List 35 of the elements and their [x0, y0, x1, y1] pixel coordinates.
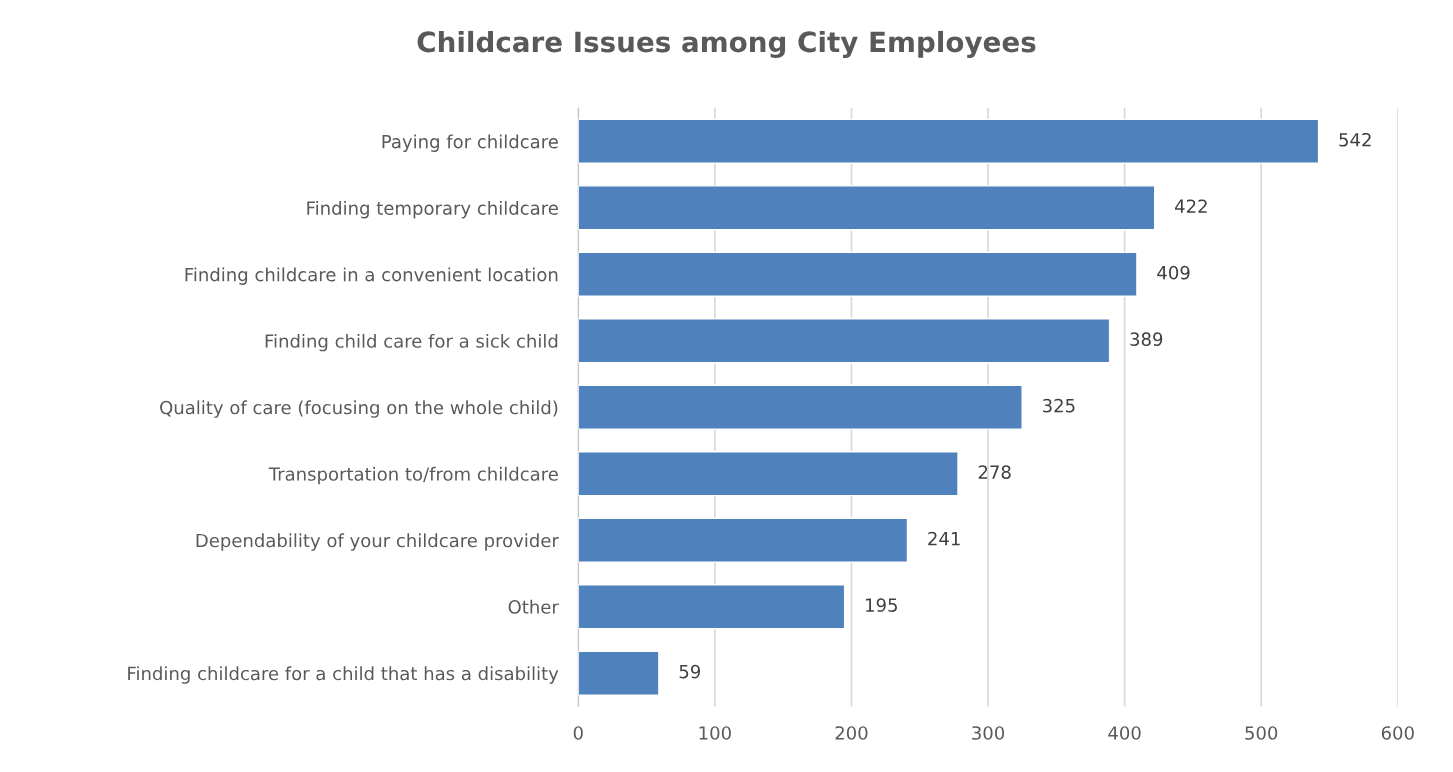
data-label: 325	[1043, 398, 1075, 413]
data-label: 59	[679, 664, 701, 679]
data-label: 389	[1130, 332, 1163, 346]
bar	[578, 584, 846, 630]
y-tick-label: Finding temporary childcare	[307, 200, 558, 219]
bar	[578, 118, 1320, 164]
y-tick-label: Other	[508, 599, 559, 614]
x-tick-label: 500	[1245, 726, 1278, 740]
y-tick-label: Paying for childcare	[382, 134, 558, 152]
x-tick-label: 100	[699, 726, 731, 740]
data-label: 422	[1175, 199, 1207, 213]
x-tick-label: 600	[1381, 726, 1414, 740]
bar	[578, 384, 1023, 430]
x-tick-label: 300	[972, 726, 1005, 740]
y-tick-label: Dependability of your childcare provider	[196, 533, 559, 551]
bar	[578, 185, 1156, 231]
bar	[578, 251, 1138, 297]
bar	[578, 650, 660, 696]
x-tick-label: 200	[835, 726, 868, 740]
y-tick-label: Finding childcare in a convenient location	[185, 267, 558, 285]
y-tick-label: Finding child care for a sick child	[265, 333, 558, 352]
bar	[578, 318, 1111, 364]
data-label: 409	[1157, 265, 1190, 280]
data-label: 542	[1339, 132, 1371, 147]
x-tick-label: 400	[1108, 726, 1141, 740]
x-tick-label: 0	[573, 726, 583, 740]
data-label: 195	[866, 598, 897, 612]
chart-title: Childcare Issues among City Employees	[417, 30, 1036, 58]
data-label: 241	[928, 531, 960, 546]
data-label: 278	[978, 465, 1011, 479]
y-tick-label: Finding childcare for a child that has a disability	[128, 666, 559, 684]
bar	[578, 517, 909, 563]
bar	[578, 451, 959, 497]
y-tick-label: Transportation to/from childcare	[268, 466, 558, 485]
y-tick-label: Quality of care (focusing on the whole child)	[160, 400, 558, 418]
